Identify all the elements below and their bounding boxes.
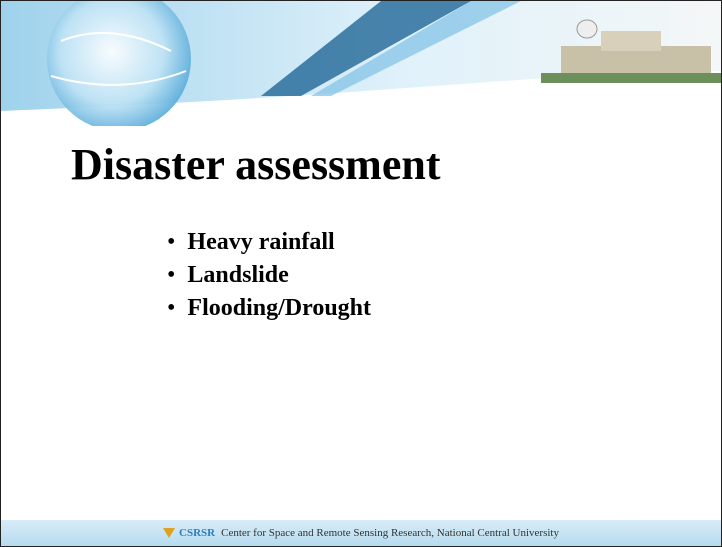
- footer-logo: CSRSR: [179, 527, 216, 539]
- header-banner: [1, 1, 721, 126]
- slide-title: Disaster assessment: [71, 140, 441, 189]
- footer: CSRSR Center for Space and Remote Sensin…: [1, 520, 721, 546]
- bullet-list: Heavy rainfall Landslide Flooding/Drough…: [171, 229, 371, 328]
- bullet: Flooding/Drought: [171, 295, 371, 322]
- footer-icon: [163, 528, 176, 538]
- footer-text: Center for Space and Remote Sensing Rese…: [221, 527, 559, 539]
- bullet: Heavy rainfall: [171, 229, 371, 256]
- bullet: Landslide: [171, 262, 371, 289]
